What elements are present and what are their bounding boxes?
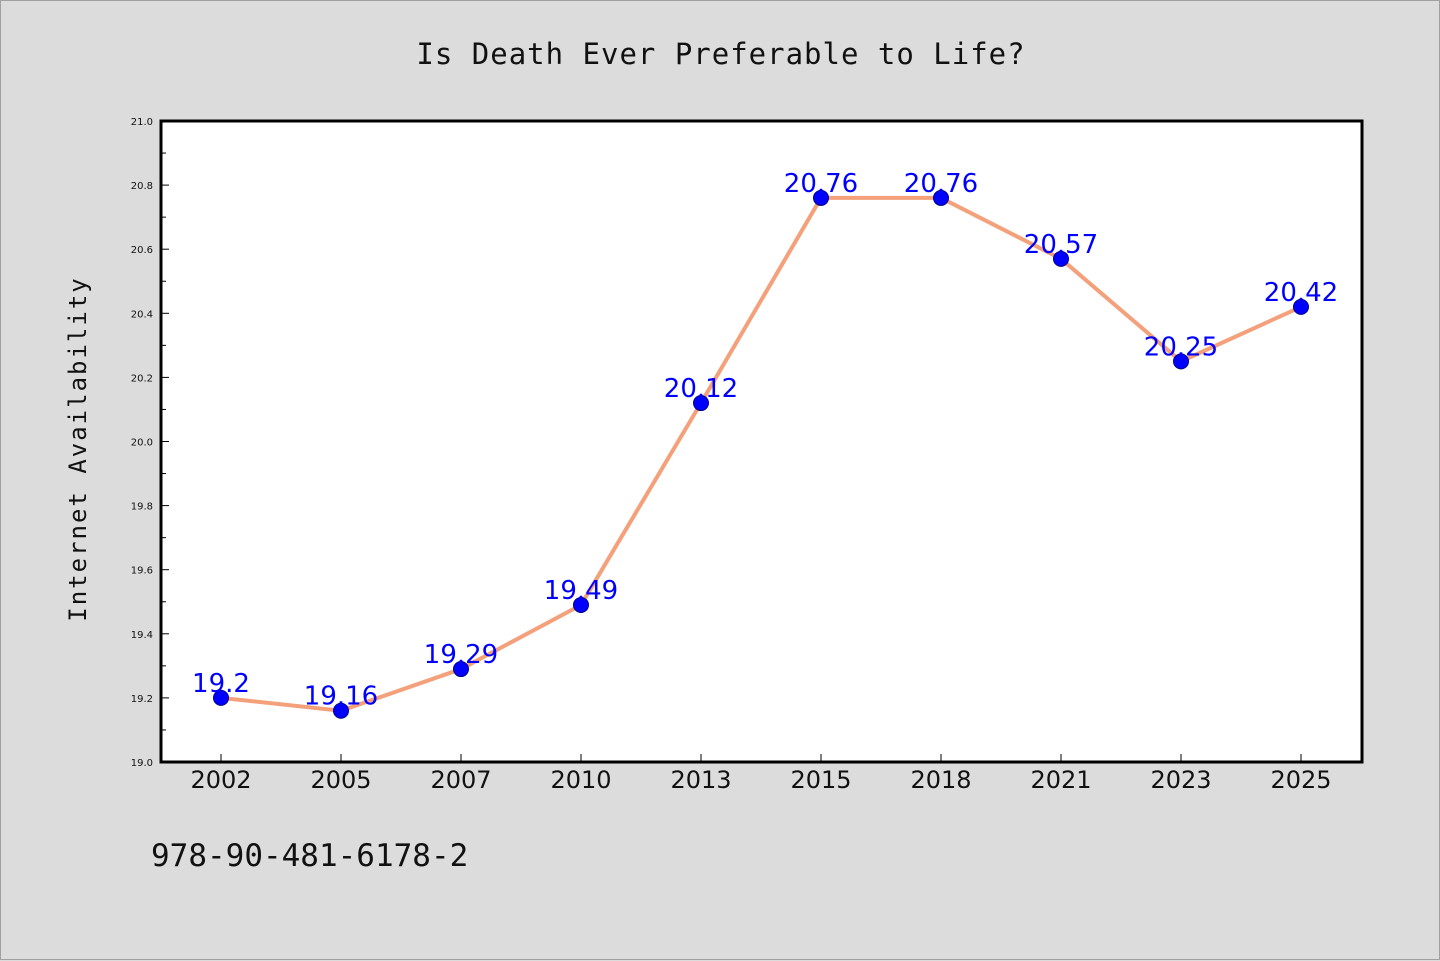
x-tick-label: 2025 [1270,766,1331,794]
data-point [573,596,589,613]
data-point [813,189,829,206]
data-label: 20.42 [1264,278,1338,308]
x-tick-label: 2005 [310,766,371,794]
data-label: 19.29 [424,640,498,670]
data-point [333,702,349,719]
y-tick-label: 19.4 [131,630,153,641]
series-line [220,195,1302,713]
y-axis-label: Internet Availability [64,276,92,621]
data-point [693,395,709,412]
x-tick-label: 2007 [430,766,491,794]
y-tick-label: 19.2 [131,694,153,705]
data-label: 19.49 [544,576,618,606]
data-label: 20.76 [904,169,978,199]
y-tick-label: 20.2 [131,373,153,384]
data-label: 19.16 [304,682,378,712]
y-tick-label: 20.4 [131,309,153,320]
y-tick-label: 21.0 [131,117,153,128]
x-tick-label: 2018 [910,766,971,794]
y-tick-label: 20.6 [131,245,153,256]
chart-title: Is Death Ever Preferable to Life? [416,37,1025,71]
data-point [1293,298,1309,315]
x-tick-label: 2010 [550,766,611,794]
data-label: 20.57 [1024,230,1098,260]
data-labels: 19.2 19.16 19.29 19.49 20.12 20.76 20.76 20.57 2… [192,169,1338,712]
y-tick-label: 20.8 [131,181,153,192]
data-label: 20.12 [664,374,738,404]
data-point [1173,353,1189,370]
data-markers [213,189,1309,719]
isbn-footer: 978-90-481-6178-2 [151,838,468,874]
y-tick-label: 19.0 [131,758,153,769]
y-tick-label: 19.6 [131,566,153,577]
x-tick-label: 2023 [1150,766,1211,794]
data-label: 20.25 [1144,332,1218,362]
y-axis-ticks: 19.0 19.2 19.4 19.6 19.8 20.0 20.2 20.4 20.6 20.8… [131,117,169,769]
plot-area [159,119,1364,764]
data-point [1053,250,1069,267]
data-point [933,189,949,206]
x-tick-label: 2015 [790,766,851,794]
x-tick-label: 2021 [1030,766,1091,794]
y-tick-label: 20.0 [131,438,153,449]
x-axis-ticks: 2002 2005 2007 2010 2013 2015 2018 2021 2023 2025 [190,754,1332,794]
data-label: 20.76 [784,169,858,199]
data-point [453,661,469,678]
data-point [213,689,229,706]
data-label: 19.2 [192,669,250,699]
x-tick-label: 2002 [190,766,251,794]
x-tick-label: 2013 [670,766,731,794]
y-tick-label: 19.8 [131,502,153,513]
